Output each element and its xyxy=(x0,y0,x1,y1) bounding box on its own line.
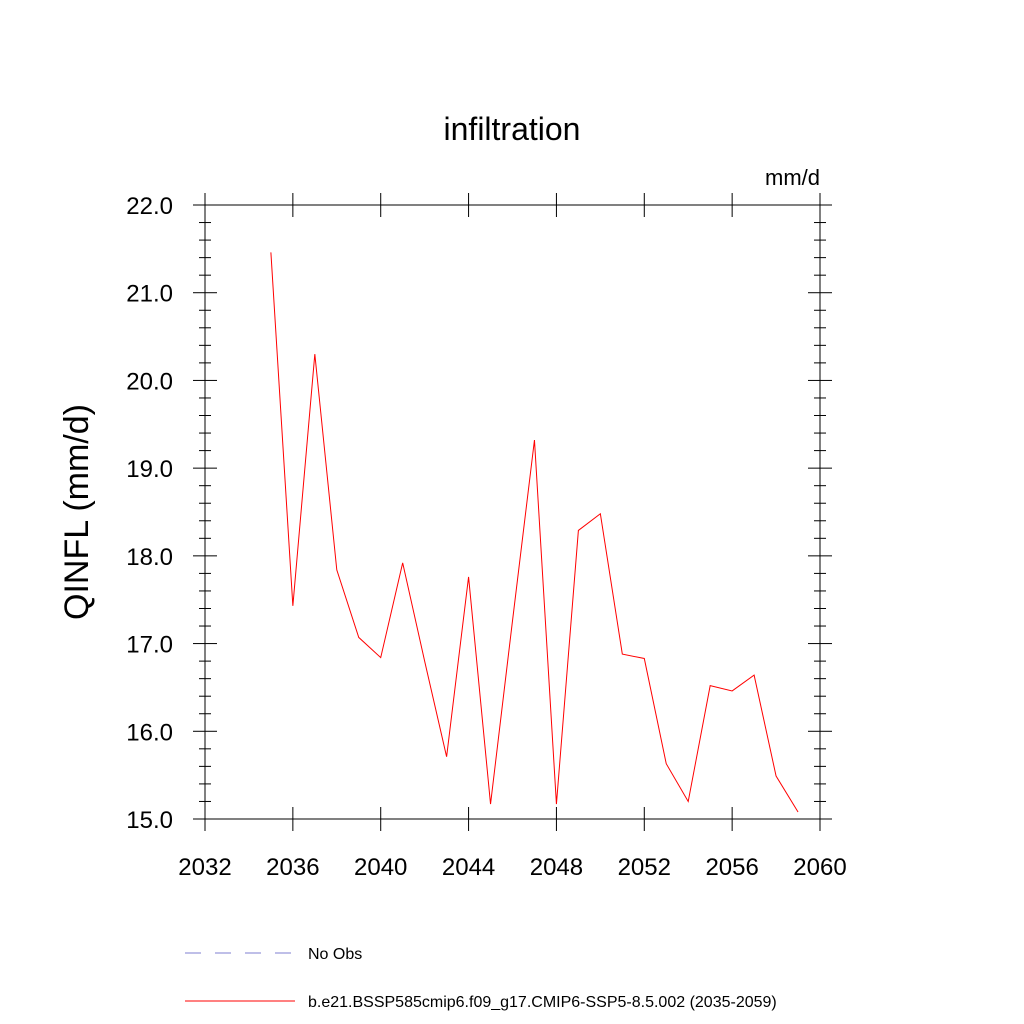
y-tick-label: 15.0 xyxy=(126,807,173,834)
y-tick-label: 18.0 xyxy=(126,544,173,571)
legend: No Obs b.e21.BSSP585cmip6.f09_g17.CMIP6-… xyxy=(185,946,777,1011)
y-tick-label: 19.0 xyxy=(126,456,173,483)
y-axis-label: QINFL (mm/d) xyxy=(58,404,96,620)
y-tick-label: 21.0 xyxy=(126,281,173,308)
x-tick-label: 2048 xyxy=(530,854,583,881)
x-tick-label: 2032 xyxy=(178,854,231,881)
series-line xyxy=(270,252,799,813)
series-layer xyxy=(270,252,799,813)
x-tick-label: 2052 xyxy=(618,854,671,881)
units-label: mm/d xyxy=(765,165,820,190)
legend-label-model-run: b.e21.BSSP585cmip6.f09_g17.CMIP6-SSP5-8.… xyxy=(308,994,777,1011)
plot-frame xyxy=(204,204,821,820)
y-tick-label: 16.0 xyxy=(126,719,173,746)
y-tick-label: 20.0 xyxy=(126,368,173,395)
x-tick-label: 2056 xyxy=(705,854,758,881)
y-tick-label: 22.0 xyxy=(126,193,173,220)
x-tick-label: 2036 xyxy=(266,854,319,881)
x-tick-label: 2044 xyxy=(442,854,495,881)
axis-ticks: 2032 2036 2040 2044 2048 2052 2056 2060 15.0 16.0… xyxy=(126,193,847,881)
y-tick-label: 17.0 xyxy=(126,632,173,659)
x-tick-label: 2060 xyxy=(793,854,846,881)
x-tick-label: 2040 xyxy=(354,854,407,881)
chart-title: infiltration xyxy=(444,111,581,147)
legend-label-no-obs: No Obs xyxy=(308,946,362,963)
